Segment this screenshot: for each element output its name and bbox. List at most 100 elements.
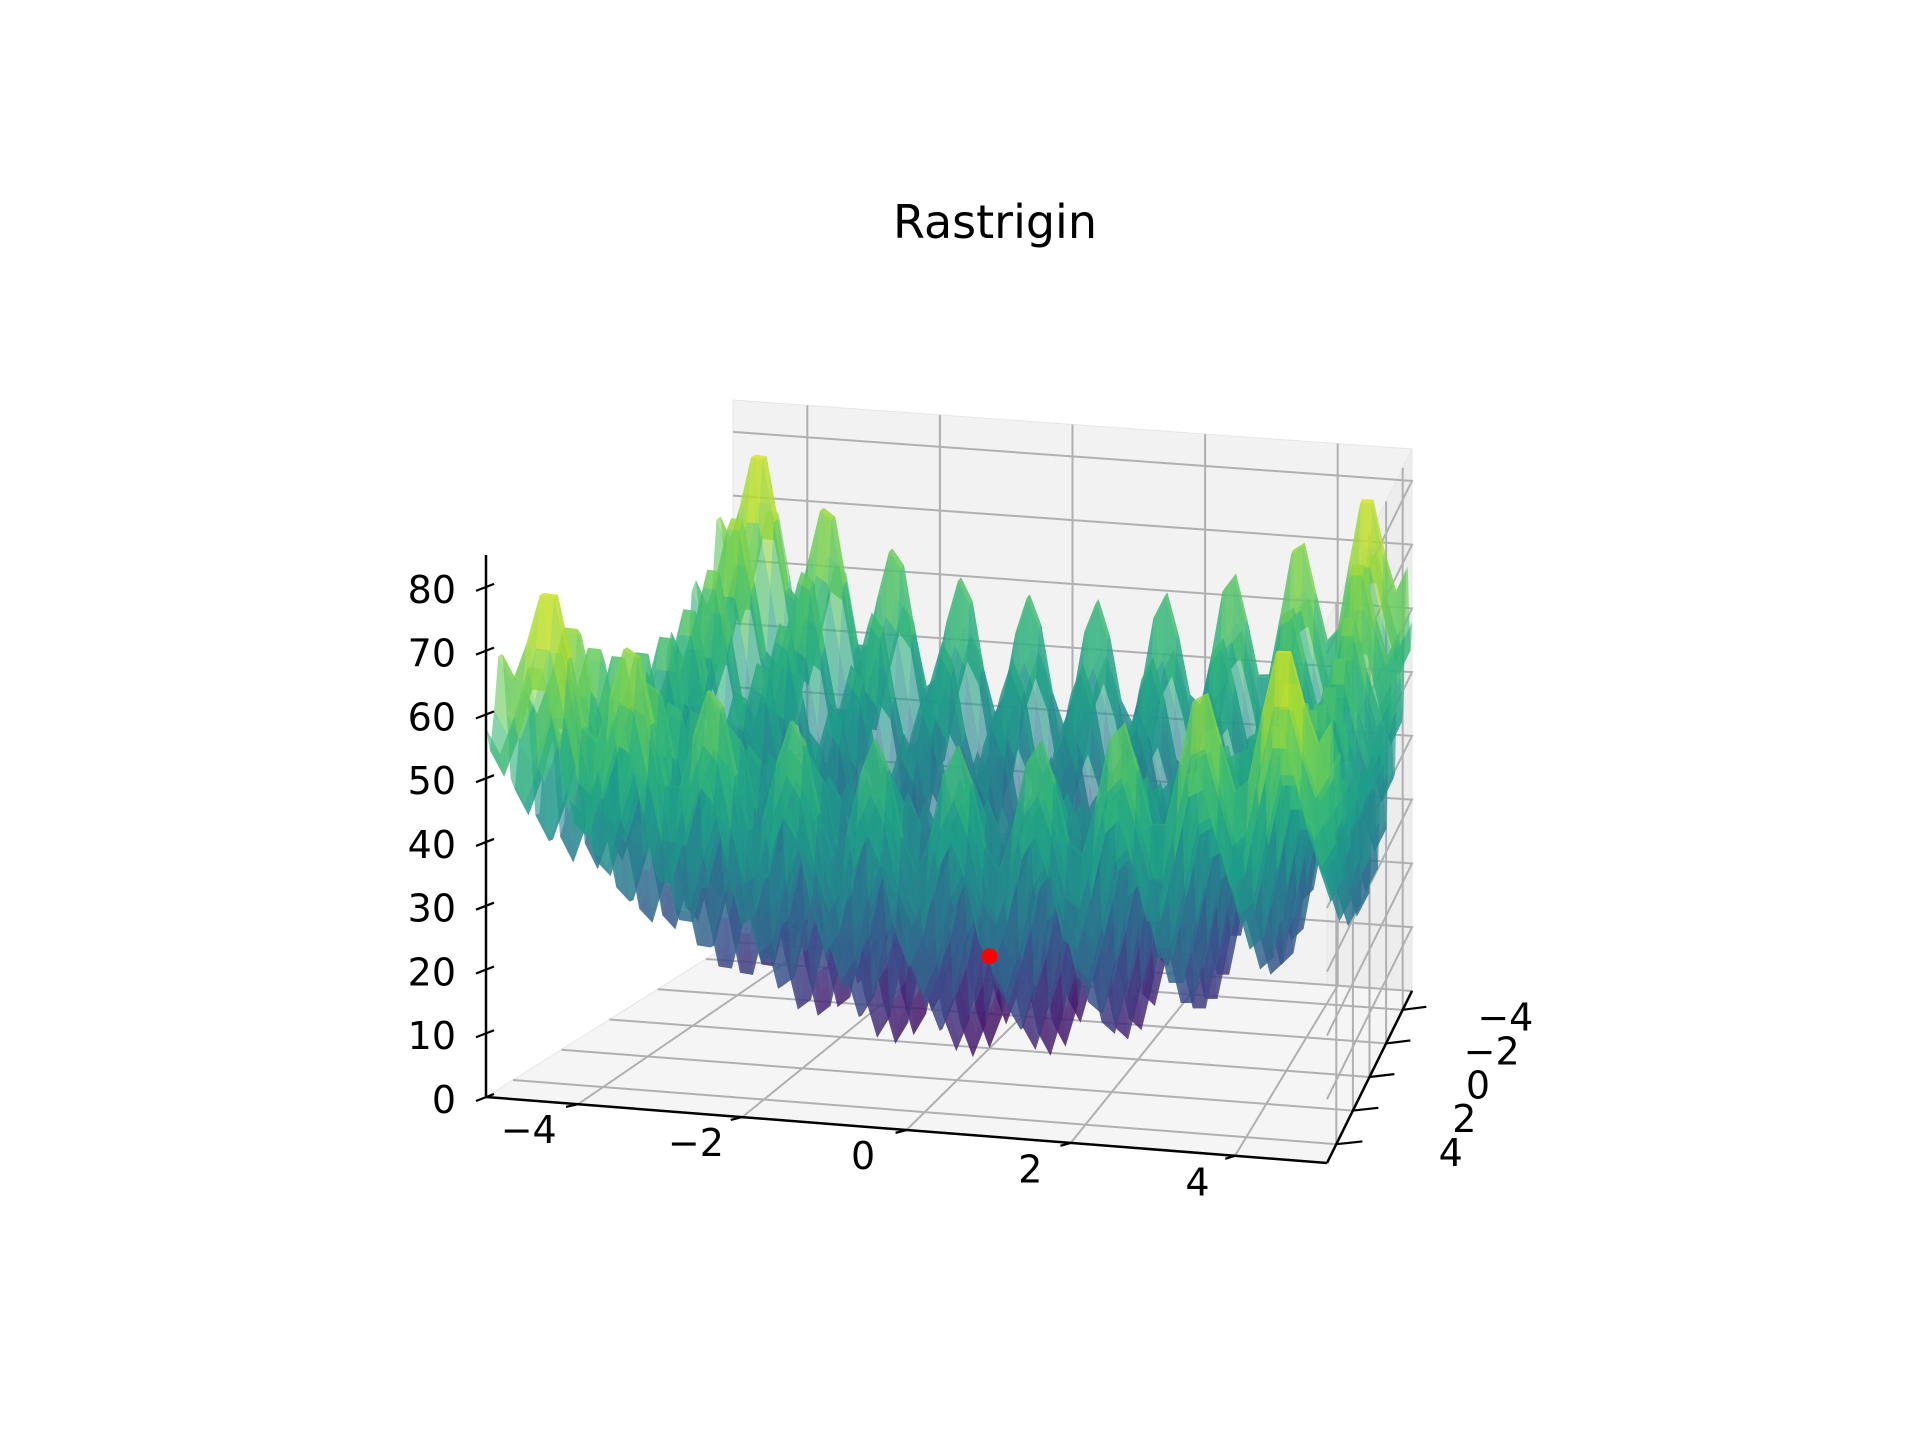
surface-facet [794, 949, 811, 1010]
surface-facet [1064, 716, 1079, 772]
surface-facet [696, 764, 714, 804]
surface-facet [791, 919, 809, 979]
surface-facet [1020, 985, 1037, 1030]
surface-facet [546, 650, 564, 754]
surface-facet [549, 596, 568, 713]
surface-facet [528, 667, 546, 692]
surface-facet [762, 456, 778, 522]
surface-facet [1220, 742, 1236, 793]
surface-facet [771, 641, 788, 720]
surface-facet [750, 582, 767, 663]
surface-facet [794, 582, 810, 659]
surface-facet [494, 656, 513, 736]
surface-facet [771, 885, 789, 954]
surface-facet [851, 832, 869, 961]
surface-facet [1289, 546, 1303, 618]
surface-facet [1118, 700, 1133, 727]
surface-facet [619, 649, 638, 713]
surface-facet [814, 964, 831, 1016]
z-tick [475, 774, 495, 784]
surface-facet [1353, 617, 1367, 688]
surface-facet [675, 736, 693, 843]
surface-facet [1291, 607, 1306, 669]
z-tick-label: 10 [408, 1014, 456, 1058]
surface-facet [920, 848, 938, 936]
surface-facet [872, 932, 889, 996]
surface-facet [1018, 814, 1035, 859]
surface-facet [1023, 741, 1040, 818]
surface-facet [711, 589, 728, 722]
surface-facet [1331, 658, 1346, 685]
surface-facet [826, 936, 844, 992]
surface-facet [752, 835, 770, 916]
surface-facet [898, 838, 915, 927]
surface-facet [892, 911, 910, 968]
surface-facet [985, 798, 1002, 884]
surface-facet [1220, 576, 1234, 657]
y-tick-label: 4 [1439, 1131, 1463, 1175]
surface-facet [1180, 864, 1196, 983]
surface-facet [715, 916, 732, 969]
surface-facet [856, 740, 874, 830]
surface-facet [1370, 503, 1384, 620]
surface-facet [536, 594, 554, 650]
x-tick-label: −2 [668, 1121, 724, 1165]
surface-facet [787, 632, 804, 717]
surface-facet [1049, 838, 1066, 940]
surface-facet [1192, 692, 1209, 703]
surface-facet [675, 909, 693, 923]
surface-facet [1288, 653, 1304, 760]
surface-facet [858, 994, 876, 1017]
surface-facet [785, 844, 803, 896]
surface-facet [1360, 499, 1374, 503]
surface-facet [970, 983, 986, 1058]
surface-facet [731, 597, 747, 725]
surface-facet [1275, 650, 1292, 654]
surface-facet [774, 518, 790, 591]
surface-facet [717, 708, 735, 830]
surface-facet [1074, 877, 1091, 952]
surface-facet [1168, 822, 1185, 949]
surface-facet [892, 981, 909, 1044]
surface-facet [620, 772, 639, 831]
z-tick [475, 1092, 495, 1103]
surface-facet [643, 778, 662, 882]
surface-facet [827, 519, 843, 650]
surface-facet [844, 682, 860, 769]
surface-facet [629, 712, 648, 820]
surface-facet [1158, 838, 1175, 921]
surface-facet [1053, 773, 1070, 822]
surface-facet [780, 794, 798, 842]
surface-facet [1321, 843, 1337, 878]
surface-facet [1350, 564, 1365, 576]
surface-facet [563, 659, 582, 783]
surface-facet [1270, 726, 1287, 749]
surface-facet [1026, 594, 1042, 629]
surface-facet [538, 717, 556, 778]
surface-facet [842, 775, 860, 892]
surface-facet [1139, 657, 1154, 691]
surface-facet [981, 668, 996, 717]
surface-facet [500, 716, 519, 777]
surface-facet [1228, 853, 1245, 888]
surface-facet [540, 592, 558, 597]
surface-facet [828, 837, 846, 913]
surface-facet [577, 728, 596, 797]
surface-facet [1176, 634, 1191, 698]
surface-facet [1215, 907, 1231, 999]
surface-facet [1204, 695, 1221, 799]
surface-facet [1107, 636, 1122, 704]
surface-facet [612, 721, 630, 754]
x-tick-label: 0 [851, 1134, 875, 1178]
surface-facet [731, 776, 749, 884]
surface-facet [713, 762, 731, 871]
surface-facet [1150, 657, 1165, 711]
surface-facet [603, 754, 621, 866]
x-tick [1224, 1154, 1236, 1160]
surface-facet [740, 740, 758, 814]
surface-facet [766, 794, 784, 858]
surface-facet [710, 781, 728, 871]
surface-facet [689, 859, 707, 923]
surface-facet [1394, 566, 1408, 594]
surface-facet [699, 588, 716, 659]
